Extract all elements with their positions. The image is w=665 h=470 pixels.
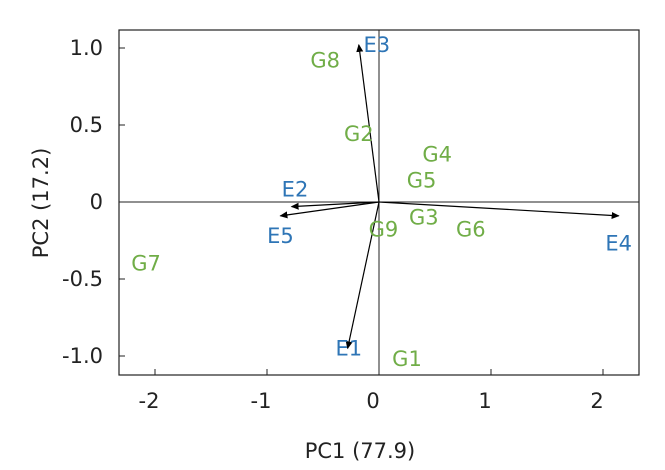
x-tick-label: -1 (251, 389, 272, 413)
x-tick-label: 1 (478, 389, 491, 413)
x-tick-label: 2 (590, 389, 603, 413)
environment-label-e5: E5 (267, 224, 294, 248)
genotype-label-g8: G8 (310, 48, 340, 72)
y-tick-label: 0 (90, 190, 103, 214)
genotype-label-g9: G9 (369, 218, 399, 242)
genotype-label-g6: G6 (456, 218, 486, 242)
x-tick-label: -2 (139, 389, 160, 413)
environment-label-e2: E2 (282, 178, 309, 202)
genotype-label-g2: G2 (344, 122, 374, 146)
genotype-label-g7: G7 (131, 252, 161, 276)
environment-vector-e2 (290, 201, 380, 210)
environment-vector-e3 (356, 43, 380, 203)
environment-label-e1: E1 (335, 336, 362, 360)
y-tick-label: 1.0 (70, 36, 103, 60)
x-axis-label: PC1 (77.9) (305, 439, 416, 463)
environment-vector-e5 (279, 201, 380, 219)
y-tick-label: 0.5 (70, 113, 103, 137)
y-axis-label: PC2 (17.2) (29, 148, 53, 259)
environment-vector-e4 (378, 201, 620, 219)
environment-label-e3: E3 (363, 33, 390, 57)
y-tick-label: -1.0 (62, 344, 103, 368)
genotype-label-g5: G5 (407, 168, 437, 192)
environment-vector-e1 (345, 201, 380, 350)
genotype-label-g1: G1 (392, 347, 422, 371)
genotype-label-g4: G4 (422, 142, 452, 166)
y-tick-label: -0.5 (62, 267, 103, 291)
x-tick-label: 0 (366, 389, 379, 413)
environment-label-e4: E4 (605, 232, 632, 256)
genotype-label-g3: G3 (409, 205, 439, 229)
